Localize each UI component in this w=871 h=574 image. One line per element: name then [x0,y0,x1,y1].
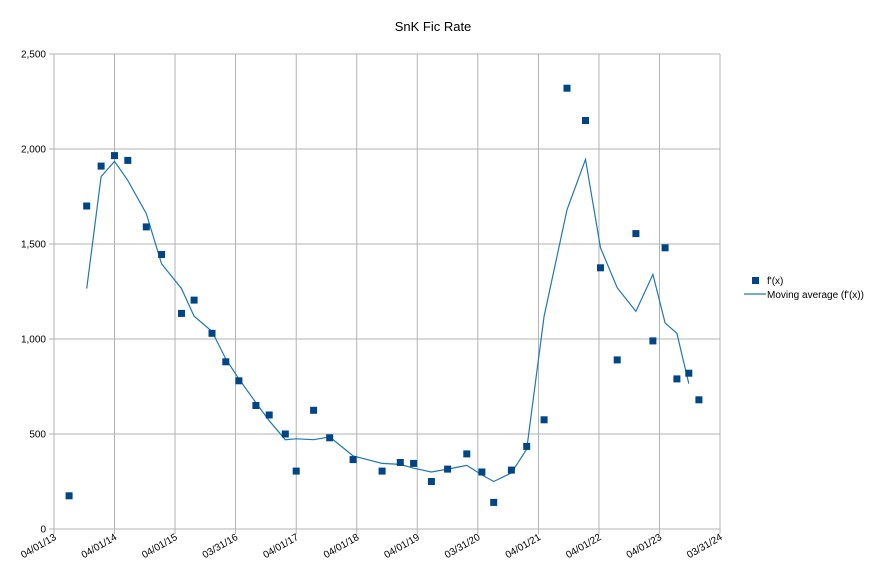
x-tick-labels: 04/01/13 04/01/14 04/01/15 03/31/16 04/01/17… [19,532,725,561]
fx-point [292,467,300,475]
x-tick-label: 03/31/24 [685,532,725,561]
legend-label-moving-average: Moving average (f'(x)) [767,290,864,301]
y-tick-label: 2,000 [21,145,46,156]
x-tick-label: 04/01/23 [625,532,665,561]
fx-point [463,450,471,458]
y-tick-labels: 0 500 1,000 1,500 2,000 2,500 [21,50,46,536]
fx-point [310,406,318,414]
fx-point [378,467,386,475]
fx-point [427,478,435,485]
fx-point [673,375,681,383]
fx-point [523,442,531,450]
chart-title: SnK Fic Rate [395,19,472,34]
fx-point [478,468,486,476]
x-tick-label: 04/01/13 [19,532,59,561]
fx-point [695,396,703,404]
y-tick-label: 1,000 [21,335,46,346]
x-tick-label: 04/01/18 [322,532,362,561]
fx-point [632,230,640,238]
x-tick-label: 03/31/16 [201,532,241,561]
y-tick-label: 500 [29,430,46,441]
fx-point [142,223,150,231]
plot-background [54,54,720,529]
y-tick-label: 2,500 [21,50,46,61]
fx-point [124,156,132,164]
fx-point [685,369,693,377]
y-tick-label: 0 [40,525,46,536]
x-tick-label: 04/01/19 [383,532,423,561]
fx-point [158,251,166,258]
x-tick-label: 04/01/15 [140,532,180,561]
fx-point [349,456,357,464]
fx-point [490,498,498,506]
fx-point [83,202,91,210]
x-tick-label: 03/31/20 [443,532,483,561]
x-tick-label: 04/01/22 [564,532,604,561]
fx-point [111,152,118,160]
fx-point [661,244,669,252]
fx-point [208,329,216,337]
fx-point [410,459,418,467]
fx-point [649,337,657,345]
moving-average-series [86,157,690,483]
fx-point [582,117,589,124]
fx-point [281,430,289,438]
fx-point [563,84,571,92]
fx-point [613,356,621,364]
fx-point [396,459,404,466]
legend-marker-fx [752,277,759,284]
moving-average-line [86,157,690,483]
fx-point [597,264,604,272]
fx-point [326,434,334,442]
legend-label-fx: f'(x) [767,276,783,287]
fx-point [444,465,452,473]
fx-point [235,377,243,385]
fx-series [65,84,703,506]
fx-point [507,466,515,474]
fx-point [540,416,548,424]
grid [53,53,721,530]
x-tick-label: 04/01/14 [80,532,120,561]
axes [49,53,721,534]
x-tick-label: 04/01/21 [504,532,544,561]
fx-point [178,309,185,317]
y-tick-label: 1,500 [21,240,46,251]
fx-point [252,402,260,409]
fx-point [65,492,73,500]
fx-point [97,162,105,170]
legend: f'(x) Moving average (f'(x)) [744,276,864,301]
x-tick-label: 04/01/17 [262,532,302,561]
fx-point [265,411,273,419]
fx-point [222,358,230,366]
fx-point [190,296,198,304]
